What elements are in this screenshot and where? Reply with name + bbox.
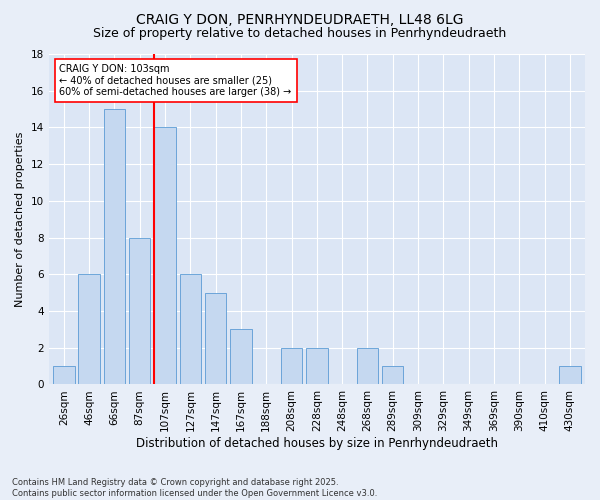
Bar [559,366,581,384]
Text: Contains HM Land Registry data © Crown copyright and database right 2025.
Contai: Contains HM Land Registry data © Crown c… [12,478,377,498]
Bar [154,128,176,384]
Bar [129,238,151,384]
Bar [53,366,74,384]
Bar [382,366,403,384]
Bar [356,348,378,385]
X-axis label: Distribution of detached houses by size in Penrhyndeudraeth: Distribution of detached houses by size … [136,437,498,450]
Bar [79,274,100,384]
Bar [230,330,251,384]
Bar [205,292,226,384]
Bar [179,274,201,384]
Text: Size of property relative to detached houses in Penrhyndeudraeth: Size of property relative to detached ho… [94,28,506,40]
Y-axis label: Number of detached properties: Number of detached properties [15,132,25,307]
Bar [104,109,125,384]
Text: CRAIG Y DON, PENRHYNDEUDRAETH, LL48 6LG: CRAIG Y DON, PENRHYNDEUDRAETH, LL48 6LG [136,12,464,26]
Bar [306,348,328,385]
Bar [281,348,302,385]
Text: CRAIG Y DON: 103sqm
← 40% of detached houses are smaller (25)
60% of semi-detach: CRAIG Y DON: 103sqm ← 40% of detached ho… [59,64,292,97]
